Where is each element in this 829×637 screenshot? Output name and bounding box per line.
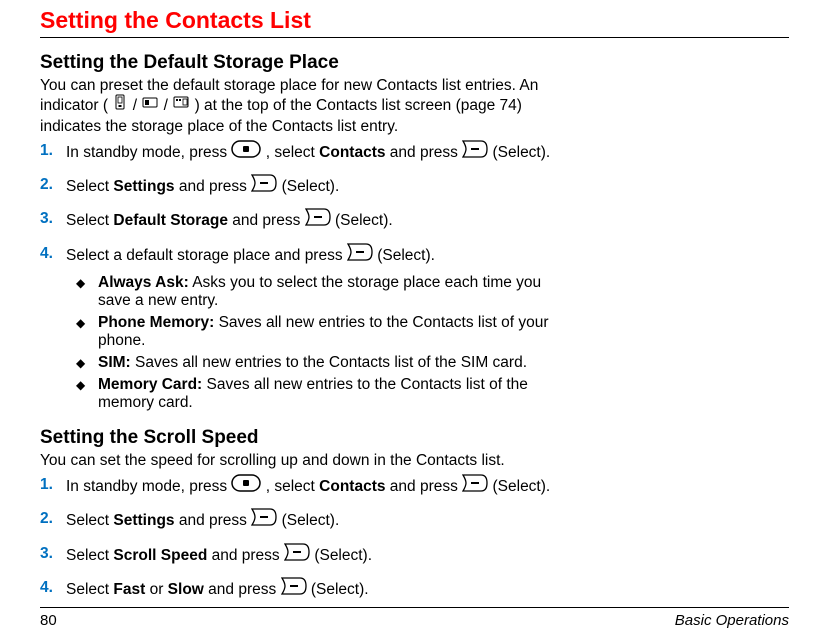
step-text: or: [150, 581, 168, 598]
para-text: /: [133, 97, 137, 114]
sim-storage-icon: [142, 95, 158, 114]
step-text: (Select).: [311, 581, 369, 598]
step-item: 4. Select Fast or Slow and press (Select…: [40, 578, 560, 602]
step-text: and press: [179, 513, 251, 530]
para-text: ) at the top of the Contacts list screen…: [40, 97, 522, 135]
step-number: 3.: [40, 209, 53, 229]
page-number: 80: [40, 612, 57, 629]
step-bold: Contacts: [319, 144, 385, 161]
step-text: (Select).: [493, 144, 551, 161]
step-text: Select: [66, 178, 113, 195]
step-text: In standby mode, press: [66, 478, 231, 495]
options-list: Always Ask: Asks you to select the stora…: [76, 274, 560, 413]
para-text: /: [164, 97, 168, 114]
step-text: (Select).: [282, 178, 340, 195]
step-text: , select: [266, 144, 319, 161]
option-item: Memory Card: Saves all new entries to th…: [76, 376, 560, 413]
softkey-button-icon: [305, 208, 331, 232]
step-text: Select: [66, 213, 113, 230]
step-text: (Select).: [377, 247, 435, 264]
chapter-name: Basic Operations: [675, 612, 789, 629]
option-item: SIM: Saves all new entries to the Contac…: [76, 354, 560, 373]
step-text: Select: [66, 581, 113, 598]
intro-paragraph: You can preset the default storage place…: [40, 76, 560, 136]
step-bold: Scroll Speed: [113, 547, 207, 564]
step-number: 4.: [40, 244, 53, 264]
step-item: 1. In standby mode, press , select Conta…: [40, 475, 560, 499]
step-item: 2. Select Settings and press (Select).: [40, 509, 560, 533]
step-item: 3. Select Scroll Speed and press (Select…: [40, 544, 560, 568]
scroll-paragraph: You can set the speed for scrolling up a…: [40, 451, 560, 470]
steps-list-default-storage: 1. In standby mode, press , select Conta…: [40, 141, 560, 413]
step-text: Select: [66, 547, 113, 564]
steps-list-scroll-speed: 1. In standby mode, press , select Conta…: [40, 475, 560, 602]
step-bold: Settings: [113, 513, 174, 530]
center-button-icon: [231, 140, 261, 164]
softkey-button-icon: [284, 543, 310, 567]
step-bold: Slow: [168, 581, 204, 598]
memory-card-storage-icon: [173, 95, 189, 114]
step-text: and press: [208, 581, 280, 598]
page: Setting the Contacts List Setting the De…: [0, 0, 829, 637]
option-item: Phone Memory: Saves all new entries to t…: [76, 314, 560, 351]
option-bold: Phone Memory:: [98, 314, 214, 331]
step-text: and press: [390, 478, 462, 495]
page-title: Setting the Contacts List: [40, 0, 789, 38]
option-bold: SIM:: [98, 354, 131, 371]
step-number: 1.: [40, 141, 53, 161]
softkey-button-icon: [462, 474, 488, 498]
step-text: and press: [212, 547, 284, 564]
step-number: 2.: [40, 509, 53, 529]
step-number: 4.: [40, 578, 53, 598]
section-heading-scroll-speed: Setting the Scroll Speed: [40, 427, 789, 449]
step-text: (Select).: [493, 478, 551, 495]
step-text: (Select).: [335, 213, 393, 230]
softkey-button-icon: [347, 243, 373, 267]
softkey-button-icon: [462, 140, 488, 164]
center-button-icon: [231, 474, 261, 498]
step-item: 4. Select a default storage place and pr…: [40, 244, 560, 413]
step-bold: Contacts: [319, 478, 385, 495]
step-text: In standby mode, press: [66, 144, 231, 161]
section-heading-default-storage: Setting the Default Storage Place: [40, 52, 789, 74]
option-item: Always Ask: Asks you to select the stora…: [76, 274, 560, 311]
step-text: (Select).: [282, 513, 340, 530]
step-text: and press: [179, 178, 251, 195]
step-number: 3.: [40, 544, 53, 564]
option-bold: Memory Card:: [98, 376, 202, 393]
step-number: 1.: [40, 475, 53, 495]
option-bold: Always Ask:: [98, 274, 189, 291]
step-item: 1. In standby mode, press , select Conta…: [40, 141, 560, 165]
step-bold: Settings: [113, 178, 174, 195]
step-bold: Fast: [113, 581, 145, 598]
step-bold: Default Storage: [113, 213, 228, 230]
phone-storage-icon: [113, 94, 127, 115]
step-item: 3. Select Default Storage and press (Sel…: [40, 209, 560, 233]
softkey-button-icon: [281, 577, 307, 601]
step-text: , select: [266, 478, 319, 495]
step-text: Select a default storage place and press: [66, 247, 347, 264]
page-footer: 80 Basic Operations: [40, 607, 789, 629]
option-text: Saves all new entries to the Contacts li…: [135, 354, 527, 371]
step-item: 2. Select Settings and press (Select).: [40, 175, 560, 199]
step-text: Select: [66, 513, 113, 530]
softkey-button-icon: [251, 174, 277, 198]
step-text: and press: [232, 213, 304, 230]
step-text: (Select).: [314, 547, 372, 564]
step-number: 2.: [40, 175, 53, 195]
softkey-button-icon: [251, 508, 277, 532]
step-text: and press: [390, 144, 462, 161]
